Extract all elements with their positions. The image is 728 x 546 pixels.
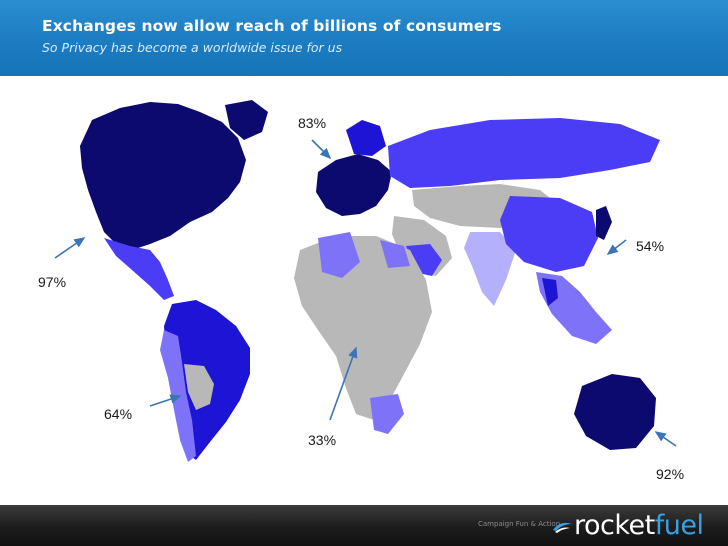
slide-header: Exchanges now allow reach of billions of… — [0, 0, 728, 76]
egypt-region — [380, 240, 410, 268]
north-africa-region — [318, 232, 360, 278]
mexico-region — [104, 238, 174, 300]
greenland-region — [225, 100, 268, 140]
thailand-region — [542, 278, 558, 306]
slide-title: Exchanges now allow reach of billions of… — [42, 17, 502, 35]
russia-region — [388, 118, 660, 188]
australia-region — [574, 374, 656, 450]
callout-label-asia: 54% — [636, 238, 665, 254]
logo-text-fuel: fuel — [654, 510, 704, 541]
callout-label-africa: 33% — [308, 432, 337, 448]
rocketfuel-logo: rocket fuel — [552, 510, 704, 541]
rocket-swoosh-icon — [553, 522, 572, 533]
callout-label-europe: 83% — [298, 115, 327, 131]
north-america-region — [80, 102, 246, 250]
china-region — [500, 196, 598, 272]
world-map — [80, 100, 660, 462]
south-africa-region — [370, 394, 404, 434]
callout-label-south-america: 64% — [104, 406, 133, 422]
europe-region — [316, 154, 392, 216]
footer-tagline: Campaign Fun & Action — [478, 520, 561, 528]
south-america-mid-region — [184, 364, 214, 410]
logo-text-rocket: rocket — [574, 510, 655, 541]
slide-footer: Campaign Fun & Action rocket fuel — [0, 505, 728, 546]
india-region — [464, 232, 516, 306]
callout-label-australia: 92% — [656, 466, 685, 482]
africa-region — [294, 236, 432, 420]
slide-subtitle: So Privacy has become a worldwide issue … — [42, 40, 343, 55]
japan-region — [596, 206, 612, 240]
scandinavia-region — [346, 120, 386, 156]
callout-label-north-america: 97% — [38, 274, 67, 290]
